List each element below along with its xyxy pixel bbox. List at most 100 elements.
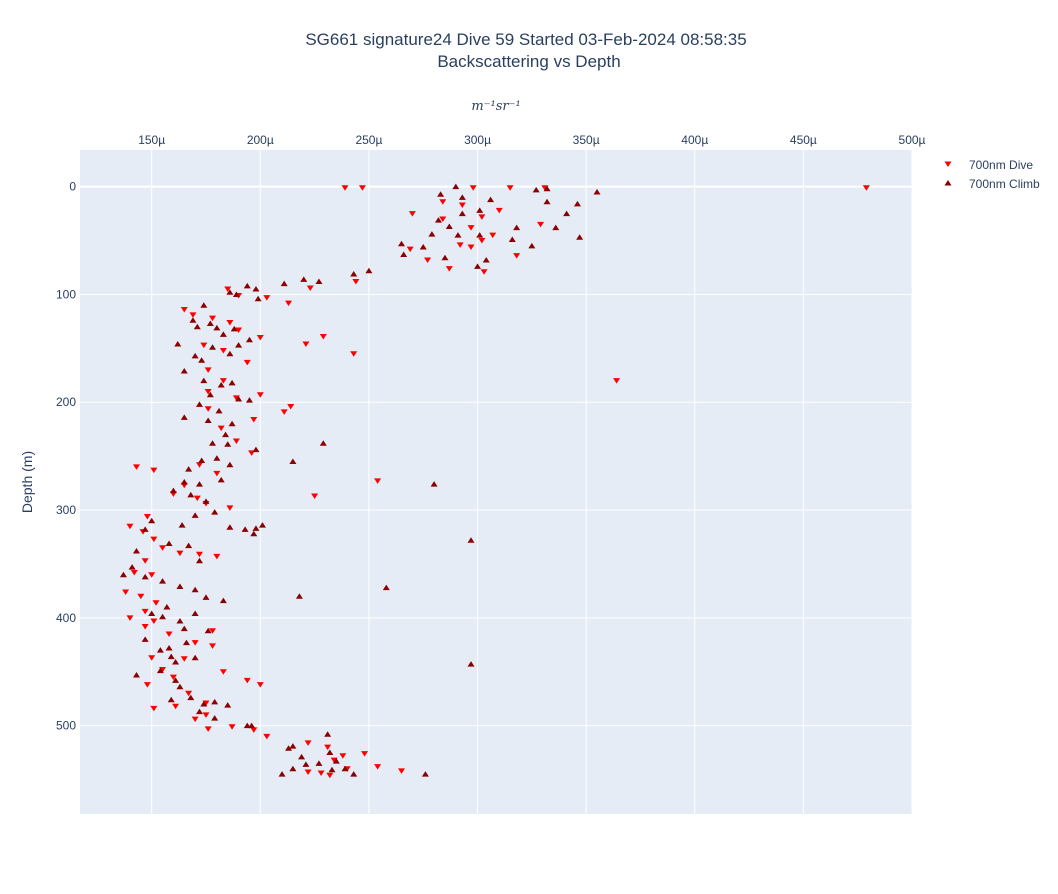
x-axis-unit-label: m⁻¹sr⁻¹ — [471, 99, 520, 114]
climb-point — [467, 537, 475, 543]
climb-point — [228, 420, 236, 427]
climb-point — [482, 256, 490, 263]
climb-point — [300, 276, 308, 282]
climb-point — [182, 639, 190, 646]
climb-point — [421, 771, 429, 777]
dive-point — [513, 253, 521, 259]
y-axis: 0 100 200 300 400 500 — [56, 180, 76, 733]
climb-point — [543, 198, 551, 205]
climb-point — [295, 593, 303, 599]
climb-point — [476, 207, 484, 213]
dive-point — [141, 608, 149, 615]
climb-point — [198, 357, 206, 363]
climb-point — [458, 210, 466, 217]
climb-point — [176, 683, 184, 690]
climb-point — [222, 431, 230, 438]
climb-point — [202, 594, 210, 600]
climb-point — [163, 604, 171, 610]
climb-point — [195, 557, 203, 564]
climb-point — [302, 761, 310, 767]
climb-point — [141, 526, 149, 532]
climb-point — [156, 667, 164, 674]
climb-point — [200, 302, 208, 308]
climb-point — [119, 571, 127, 578]
dive-point — [358, 185, 366, 191]
climb-point — [172, 677, 180, 683]
climb-point — [285, 745, 293, 751]
legend[interactable]: 700nm Dive 700nm Climb — [944, 158, 1041, 191]
dive-point — [176, 550, 184, 557]
climb-point — [245, 336, 253, 343]
climb-point — [326, 749, 334, 756]
dive-point — [141, 623, 149, 630]
y-tick-label: 0 — [69, 180, 76, 194]
climb-point — [328, 766, 336, 773]
climb-point — [289, 743, 297, 749]
dive-point — [204, 406, 212, 412]
climb-point — [200, 377, 208, 384]
climb-point — [180, 414, 188, 420]
climb-point — [280, 280, 288, 287]
y-tick-label: 400 — [56, 611, 76, 625]
dive-point — [150, 618, 158, 625]
x-tick-label: 450µ — [790, 133, 817, 147]
climb-point — [528, 242, 536, 249]
dive-point — [152, 600, 160, 606]
climb-point — [324, 731, 332, 737]
legend-item-dive[interactable]: 700nm Dive — [944, 158, 1034, 172]
dive-point — [306, 285, 314, 291]
dive-point — [224, 286, 232, 293]
dive-point — [263, 295, 271, 301]
climb-point — [278, 771, 286, 777]
climb-point — [217, 381, 225, 388]
climb-point — [319, 440, 327, 446]
climb-point — [187, 694, 195, 701]
dive-point — [143, 513, 151, 520]
climb-point — [204, 627, 212, 634]
climb-point — [185, 466, 193, 472]
x-tick-label: 350µ — [573, 133, 600, 147]
climb-point — [243, 282, 251, 289]
dive-point — [280, 409, 288, 415]
climb-point — [298, 753, 306, 760]
dive-point — [458, 202, 466, 208]
y-tick-label: 300 — [56, 503, 76, 517]
climb-point — [474, 263, 482, 269]
dive-point — [243, 677, 251, 684]
climb-point — [445, 223, 453, 230]
climb-point — [159, 613, 167, 620]
climb-point — [180, 479, 188, 485]
dive-point — [219, 347, 227, 354]
climb-point — [454, 232, 462, 238]
dive-point — [159, 545, 167, 551]
dive-point — [467, 244, 475, 251]
climb-point — [185, 542, 193, 549]
dive-point — [537, 221, 545, 228]
dive-point — [235, 327, 243, 334]
climb-point — [487, 196, 495, 203]
climb-point — [209, 344, 217, 350]
climb-point — [172, 659, 180, 665]
climb-point — [513, 224, 521, 231]
dive-point — [226, 505, 234, 511]
dive-point — [193, 495, 201, 502]
climb-point — [382, 584, 390, 591]
climb-point — [235, 396, 243, 402]
dive-point — [213, 470, 221, 477]
dive-point — [180, 307, 188, 313]
dive-point — [304, 740, 312, 746]
legend-item-climb[interactable]: 700nm Climb — [944, 177, 1041, 191]
climb-point — [230, 325, 238, 332]
climb-point — [365, 267, 373, 274]
dive-point — [439, 199, 447, 205]
climb-point — [167, 653, 175, 660]
dive-point — [287, 404, 295, 410]
climb-point — [174, 341, 182, 347]
climb-point — [191, 654, 199, 661]
dive-point — [141, 558, 149, 564]
climb-point — [193, 323, 201, 330]
climb-point — [226, 350, 234, 357]
climb-point — [552, 224, 560, 231]
dive-point — [408, 211, 416, 217]
